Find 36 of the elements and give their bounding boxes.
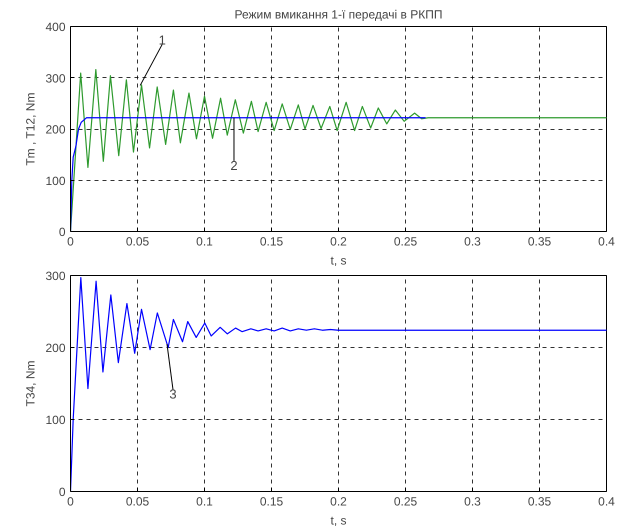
y-tick-label: 0 [58,225,66,239]
x-tick-label: 0.4 [598,234,616,248]
y-axis-title: T34, Nm [23,360,38,407]
x-tick-label: 0.3 [464,234,482,248]
line-series [70,277,606,492]
x-tick-label: 0.2 [330,494,348,508]
x-tick-label: 0.4 [598,494,616,508]
y-axis-title: Tm , T12, Nm [23,92,38,166]
x-tick-label: 0 [67,234,74,248]
x-tick-label: 0.25 [394,494,418,508]
x-axis-title: t, s [330,254,347,268]
y-tick-label: 100 [45,174,66,188]
x-tick-label: 0.35 [528,494,552,508]
x-tick-label: 0.15 [260,234,284,248]
y-tick-label: 100 [45,413,66,427]
annotation: 2 [230,158,238,173]
y-tick-label: 200 [45,122,66,136]
annotation: 3 [169,386,177,402]
y-tick-label: 200 [45,341,66,355]
x-tick-label: 0.05 [126,234,150,248]
x-tick-label: 0.3 [464,494,482,508]
x-tick-label: 0 [67,494,74,508]
y-tick-label: 400 [45,20,66,34]
y-tick-label: 0 [58,485,66,499]
x-tick-label: 0.25 [394,234,418,248]
x-tick-label: 0.35 [528,234,552,248]
x-tick-label: 0.05 [126,494,150,508]
x-tick-label: 0.2 [330,234,348,248]
annotation: 1 [158,32,166,48]
chart-title: Режим вмикання 1-ї передачі в РКПП [234,8,443,22]
y-tick-label: 300 [45,71,66,86]
y-tick-label: 300 [45,269,66,283]
x-tick-label: 0.1 [196,234,214,248]
x-axis-title: t, s [330,514,347,526]
x-tick-label: 0.15 [260,494,284,508]
x-tick-label: 0.1 [196,494,214,508]
